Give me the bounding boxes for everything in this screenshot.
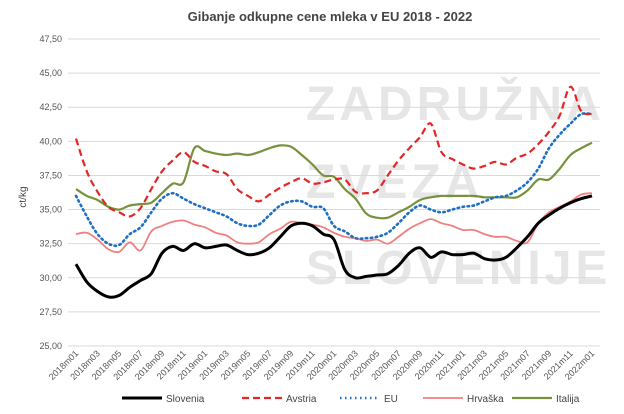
watermark-text: ZVEZA bbox=[306, 156, 483, 209]
y-tick-label: 35,00 bbox=[39, 205, 62, 215]
y-axis-ticks: 25,00 27,50 30,00 32,50 35,00 37,50 40,00 42,50… bbox=[39, 34, 62, 351]
x-axis-ticks: 2018m012018m032018m052018m072018m092018m… bbox=[47, 348, 597, 382]
y-tick-label: 47,50 bbox=[39, 34, 62, 44]
series-line-hrvaška bbox=[75, 192, 593, 254]
watermark: ZADRUŽNA ZVEZA SLOVENIJE bbox=[306, 76, 611, 295]
series-line-avstria bbox=[74, 85, 593, 218]
legend: Slovenia Avstria EU Hrvaška Italija bbox=[122, 394, 580, 405]
y-tick-label: 40,00 bbox=[39, 136, 62, 146]
y-tick-label: 32,50 bbox=[39, 239, 62, 249]
y-tick-label: 42,50 bbox=[39, 102, 62, 112]
legend-label: Avstria bbox=[286, 394, 317, 405]
y-axis-label: ct/kg bbox=[18, 186, 29, 207]
y-tick-label: 27,50 bbox=[39, 307, 62, 317]
series-line-italija bbox=[75, 141, 593, 220]
y-tick-label: 45,00 bbox=[39, 68, 62, 78]
y-tick-label: 30,00 bbox=[39, 273, 62, 283]
series-lines bbox=[74, 85, 594, 299]
legend-label: EU bbox=[384, 394, 398, 405]
chart-title: Gibanje odkupne cene mleka v EU 2018 - 2… bbox=[188, 9, 473, 24]
watermark-text: ZADRUŽNA bbox=[306, 76, 605, 131]
legend-label: Hrvaška bbox=[467, 394, 504, 405]
watermark-text: SLOVENIJE bbox=[306, 242, 611, 295]
series-line-eu bbox=[74, 112, 594, 248]
y-tick-label: 37,50 bbox=[39, 170, 62, 180]
gridlines bbox=[68, 38, 600, 347]
y-tick-label: 25,00 bbox=[39, 341, 62, 351]
legend-label: Italija bbox=[556, 394, 580, 405]
series-line-slovenia bbox=[74, 194, 593, 299]
legend-label: Slovenia bbox=[166, 394, 205, 405]
